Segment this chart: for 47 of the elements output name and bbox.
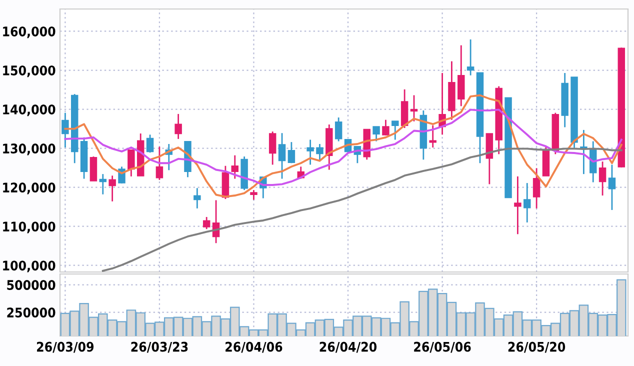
candlestick bbox=[382, 119, 390, 136]
candlestick bbox=[202, 216, 210, 230]
candlestick bbox=[316, 143, 324, 162]
candlestick bbox=[108, 174, 116, 202]
candlestick bbox=[392, 120, 399, 140]
line-series bbox=[102, 148, 622, 272]
candlestick bbox=[231, 154, 238, 180]
candlestick bbox=[90, 156, 98, 182]
x-tick-label: 26/03/09 bbox=[37, 342, 94, 353]
candlestick bbox=[372, 126, 380, 142]
x-tick-label: 26/04/20 bbox=[320, 342, 377, 353]
y-tick-label: 500000 bbox=[7, 280, 56, 290]
candlestick bbox=[598, 160, 606, 196]
y-tick-label: 110,000 bbox=[3, 222, 56, 234]
candlestick bbox=[608, 164, 616, 211]
candlestick bbox=[429, 124, 436, 148]
candlestick bbox=[174, 113, 182, 140]
y-tick-label: 160,000 bbox=[3, 26, 56, 38]
candlestick bbox=[278, 132, 286, 180]
x-tick-label: 26/04/06 bbox=[226, 342, 282, 353]
candlestick bbox=[514, 176, 522, 235]
y-tick-label: 250000 bbox=[7, 308, 56, 318]
candlestick bbox=[532, 168, 540, 210]
candlestick bbox=[458, 44, 465, 107]
candlestick bbox=[410, 94, 418, 122]
candlestick bbox=[194, 187, 201, 210]
x-tick-label: 26/03/23 bbox=[131, 342, 188, 353]
candlestick bbox=[99, 173, 107, 196]
candlestick bbox=[128, 150, 135, 178]
candlestick bbox=[288, 141, 296, 164]
y-tick-label: 140,000 bbox=[3, 104, 56, 116]
y-tick-label: 100,000 bbox=[3, 260, 56, 272]
candlestick bbox=[250, 189, 258, 201]
y-tick-label: 150,000 bbox=[3, 65, 56, 78]
candlestick bbox=[466, 38, 474, 76]
y-tick-label: 130,000 bbox=[3, 144, 56, 156]
x-tick-label: 26/05/20 bbox=[508, 342, 566, 353]
y-tick-label: 120,000 bbox=[3, 182, 56, 194]
x-tick-label: 26/05/06 bbox=[414, 342, 471, 353]
candlestick bbox=[306, 139, 314, 166]
candlestick bbox=[268, 130, 276, 166]
candlestick bbox=[524, 182, 531, 224]
candlestick bbox=[146, 134, 154, 154]
candlestick bbox=[334, 116, 342, 142]
candlestick bbox=[62, 112, 69, 148]
candlestick bbox=[400, 88, 408, 129]
candlestick bbox=[156, 146, 164, 181]
